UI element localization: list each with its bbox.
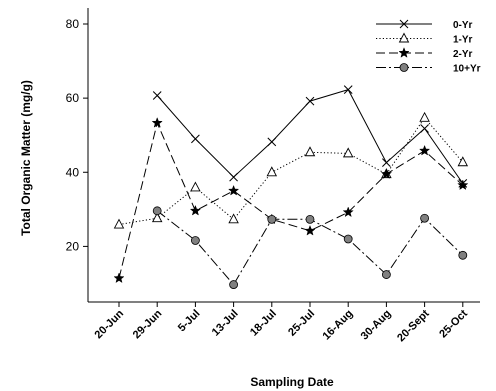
data-point-0-yr bbox=[382, 158, 391, 167]
data-point-10-yr bbox=[229, 280, 239, 289]
data-point-1-yr bbox=[113, 218, 125, 229]
data-point-1-yr bbox=[228, 213, 239, 224]
x-tick-label: 13-Jul bbox=[210, 308, 241, 339]
data-point-0-yr bbox=[343, 85, 353, 94]
data-point-10-yr bbox=[267, 214, 277, 224]
series-layer bbox=[113, 85, 469, 289]
series-line-2-yr bbox=[118, 121, 464, 279]
data-point-10-yr bbox=[305, 214, 315, 224]
data-point-2-yr bbox=[418, 144, 431, 156]
legend-label-2-yr: 2-Yr bbox=[453, 49, 473, 60]
legend-marker-2-yr bbox=[398, 47, 410, 58]
x-tick-label: 20-Jun bbox=[93, 307, 127, 341]
data-point-2-yr bbox=[304, 224, 316, 236]
data-point-1-yr bbox=[419, 111, 430, 122]
x-ticks: 20-Jun 29-Jun 5-Jul 13-Jul 18-Jul 25-Jul 16-Au… bbox=[93, 302, 470, 344]
data-point-0-yr bbox=[229, 172, 238, 182]
y-tick-label: 60 bbox=[66, 91, 80, 105]
y-ticks: 20 40 60 80 bbox=[66, 17, 88, 253]
x-tick-label: 16-Aug bbox=[320, 308, 355, 343]
y-tick-label: 80 bbox=[66, 17, 80, 31]
data-point-1-yr bbox=[304, 146, 316, 157]
x-tick-label: 29-Jun bbox=[131, 307, 165, 341]
data-point-1-yr bbox=[342, 147, 354, 158]
legend-label-10-yr: 10+Yr bbox=[453, 64, 481, 75]
x-tick-label: 20-Sept bbox=[395, 307, 432, 344]
data-point-2-yr bbox=[113, 272, 125, 284]
x-tick-label: 30-Aug bbox=[359, 308, 394, 343]
series-line-1-yr bbox=[118, 116, 464, 225]
y-tick-label: 40 bbox=[66, 165, 80, 179]
data-point-10-yr bbox=[152, 206, 162, 216]
data-point-10-yr bbox=[190, 236, 200, 245]
legend-label-0-yr: 0-Yr bbox=[453, 20, 473, 31]
data-point-10-yr bbox=[343, 234, 353, 244]
x-tick-label: 18-Jul bbox=[248, 308, 279, 339]
data-point-2-yr bbox=[151, 117, 163, 128]
series-line-0-yr bbox=[156, 89, 464, 184]
data-point-2-yr bbox=[342, 206, 354, 218]
legend-marker-0-yr bbox=[399, 19, 409, 29]
legend-marker-10-yr bbox=[399, 63, 409, 72]
data-point-1-yr bbox=[266, 166, 278, 177]
data-point-2-yr bbox=[457, 179, 469, 191]
x-axis-title: Sampling Date bbox=[250, 375, 334, 389]
data-point-0-yr bbox=[152, 91, 162, 100]
data-point-2-yr bbox=[380, 168, 393, 179]
data-point-1-yr bbox=[151, 212, 163, 223]
legend-marker-1-yr bbox=[398, 32, 410, 43]
data-point-10-yr bbox=[420, 213, 430, 223]
data-point-2-yr bbox=[227, 184, 240, 196]
data-point-1-yr bbox=[190, 181, 201, 192]
y-tick-label: 20 bbox=[66, 239, 80, 253]
y-axis-title: Total Organic Matter (mg/g) bbox=[19, 80, 33, 236]
data-point-0-yr bbox=[267, 137, 277, 147]
legend: 0-Yr 1-Yr 2-Yr 10+Yr bbox=[376, 19, 481, 75]
data-point-2-yr bbox=[189, 204, 202, 216]
legend-label-1-yr: 1-Yr bbox=[453, 35, 473, 46]
data-point-0-yr bbox=[191, 134, 200, 144]
data-point-0-yr bbox=[420, 124, 429, 133]
data-point-10-yr bbox=[458, 250, 468, 260]
x-tick-label: 5-Jul bbox=[176, 308, 203, 335]
axes bbox=[87, 8, 480, 303]
x-tick-label: 25-Jul bbox=[286, 308, 317, 339]
data-point-0-yr bbox=[305, 96, 315, 106]
data-point-1-yr bbox=[457, 156, 469, 167]
x-tick-label: 25-Oct bbox=[437, 307, 470, 340]
data-point-10-yr bbox=[381, 270, 391, 279]
